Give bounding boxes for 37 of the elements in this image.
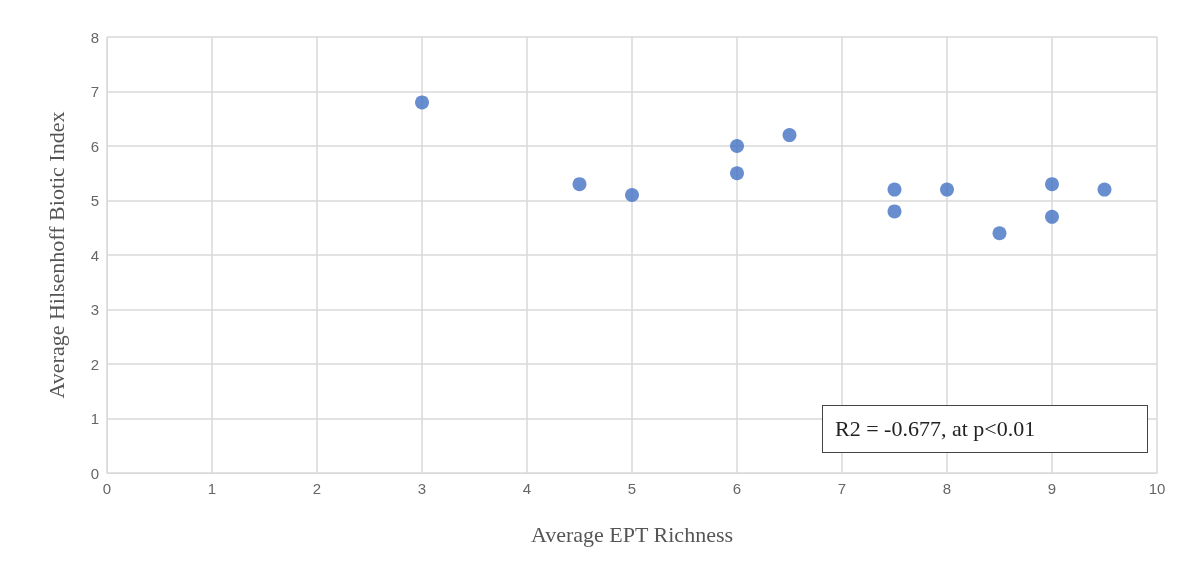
annotation: R2 = -0.677, at p<0.01 [835,416,1036,441]
y-tick-label: 4 [90,246,99,264]
point [887,204,902,219]
x-tick-label: 8 [942,480,952,497]
x-tick-label: 5 [627,480,637,497]
y-tick-label: 3 [90,301,99,318]
x-axis-title: Average EPT Richness [530,521,734,547]
x-tick-label: 3 [417,480,427,497]
point [1045,177,1059,192]
y-tick-label: 1 [90,410,99,427]
point [730,166,744,181]
y-tick-label: 5 [90,192,99,209]
point [572,177,587,192]
y-tick-label: 6 [90,137,99,155]
x-tick-label: 9 [1047,480,1057,497]
x-tick-label: 7 [837,480,847,497]
point [992,226,1007,241]
y-tick-label: 0 [90,464,99,482]
x-tick-label: 2 [312,480,322,497]
point [782,128,797,143]
point [730,139,744,153]
x-tick-label: 6 [732,480,742,497]
text-box: R2 = -0.677, at p<0.01 [822,405,1148,453]
y-axis-title: Average Hilsenhoff Biotic Index [43,111,69,399]
point [1045,209,1059,224]
y-tick-label: 2 [90,355,99,373]
x-tick-label: 10 [1148,480,1166,497]
y-tick-label: 7 [90,83,99,100]
point [940,182,954,197]
x-tick-label: 4 [522,480,532,497]
x-tick-label: 1 [207,480,217,497]
point [415,95,429,110]
point [887,182,902,197]
y-tick-label: 8 [90,28,99,46]
point [625,188,639,203]
x-tick-label: 0 [102,480,112,497]
point [1097,182,1112,197]
